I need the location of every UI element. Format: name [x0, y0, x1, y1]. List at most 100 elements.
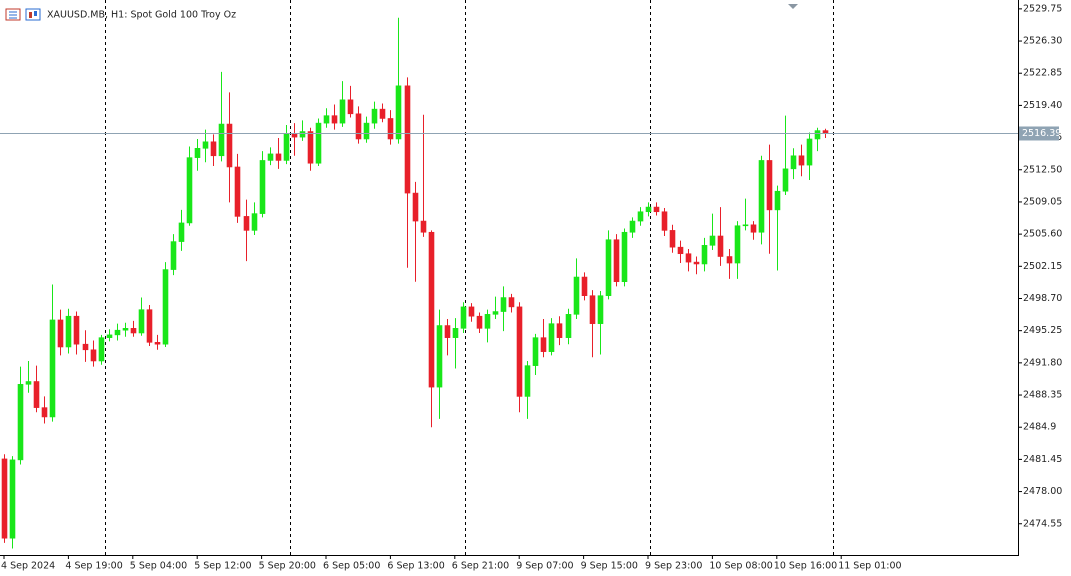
- y-tick-label: 2474.55: [1023, 518, 1062, 529]
- candle-body: [782, 168, 789, 192]
- candle-body: [540, 337, 547, 352]
- candle-body: [371, 108, 378, 124]
- candle-body: [315, 122, 322, 164]
- x-tick-label: 9 Sep 23:00: [645, 561, 702, 572]
- time-axis: 4 Sep 2024 4 Sep 19:00 5 Sep 04:00 5 Sep 12…: [1, 555, 902, 572]
- y-tick-label: 2526.30: [1023, 36, 1062, 47]
- candle-body: [17, 384, 24, 461]
- y-tick-label: 2509.05: [1023, 196, 1062, 207]
- candle-body: [581, 276, 588, 296]
- candle-body: [323, 115, 330, 124]
- candle-body: [25, 381, 32, 385]
- candle-body: [283, 133, 290, 161]
- candle-body: [645, 206, 652, 213]
- icon: [29, 12, 32, 18]
- candle-body: [57, 319, 64, 348]
- candle-body: [774, 190, 781, 211]
- candle-body: [597, 295, 604, 324]
- candle-body: [404, 85, 411, 194]
- x-tick-label: 9 Sep 15:00: [581, 561, 638, 572]
- x-tick-label: 9 Sep 07:00: [516, 561, 573, 572]
- x-tick-label: 4 Sep 19:00: [65, 561, 122, 572]
- candle-body: [573, 276, 580, 315]
- candle-body: [613, 239, 620, 282]
- symbol-icons: [5, 8, 41, 21]
- candle-body: [532, 337, 539, 366]
- candle-body: [669, 230, 676, 248]
- candles: [1, 17, 829, 549]
- x-tick-label: 10 Sep 08:00: [709, 561, 772, 572]
- candle-body: [114, 329, 121, 336]
- candle-body: [508, 297, 515, 308]
- candle-body: [653, 206, 660, 213]
- x-tick-label: 5 Sep 20:00: [259, 561, 316, 572]
- shift-marker: [788, 4, 798, 9]
- candle-body: [82, 343, 89, 351]
- candle-body: [798, 155, 805, 166]
- candle-body: [693, 261, 700, 265]
- candle-body: [73, 315, 80, 345]
- y-tick-label: 2481.45: [1023, 454, 1062, 465]
- x-tick-label: 11 Sep 01:00: [838, 561, 901, 572]
- icon: [25, 8, 41, 21]
- candle-body: [758, 160, 765, 233]
- candle-body: [709, 235, 716, 246]
- candle-body: [259, 160, 266, 214]
- y-tick-label: 2495.25: [1023, 325, 1062, 336]
- candle-body: [307, 131, 314, 164]
- candle-body: [339, 99, 346, 124]
- candle-body: [90, 349, 97, 362]
- candle-body: [355, 113, 362, 140]
- current-price-box: [1019, 126, 1059, 141]
- candle-body: [363, 122, 370, 140]
- candle-body: [806, 138, 813, 166]
- candle-body: [33, 381, 40, 408]
- x-tick-label: 6 Sep 05:00: [323, 561, 380, 572]
- candle-body: [726, 256, 733, 264]
- candle-body: [685, 253, 692, 263]
- candle-body: [556, 323, 563, 338]
- y-tick-label: 2491.80: [1023, 357, 1062, 368]
- candle-body: [589, 295, 596, 324]
- chart-title: XAUUSD.MB, H1: Spot Gold 100 Troy Oz: [47, 10, 236, 21]
- icon: [34, 11, 37, 16]
- candle-body: [565, 314, 572, 338]
- day-separators: [105, 0, 834, 555]
- y-tick-label: 2488.35: [1023, 390, 1062, 401]
- candle-body: [814, 130, 821, 140]
- current-price: 2516.39: [0, 126, 1061, 141]
- candle-body: [460, 306, 467, 329]
- x-tick-label: 5 Sep 04:00: [130, 561, 187, 572]
- y-tick-label: 2529.75: [1023, 3, 1062, 14]
- candle-body: [379, 108, 386, 119]
- y-tick-label: 2505.60: [1023, 229, 1062, 240]
- candle-body: [194, 148, 201, 158]
- candle-body: [347, 99, 354, 115]
- candle-body: [742, 224, 749, 227]
- candle-body: [106, 334, 113, 338]
- candle-body: [637, 211, 644, 222]
- candle-body: [138, 309, 145, 334]
- x-tick-label: 6 Sep 21:00: [452, 561, 509, 572]
- candle-body: [452, 328, 459, 338]
- candle-body: [750, 224, 757, 233]
- candle-body: [146, 309, 153, 343]
- candle-body: [186, 157, 193, 224]
- candle-body: [605, 239, 612, 296]
- candle-body: [790, 155, 797, 170]
- candle-body: [251, 213, 258, 231]
- candle-body: [65, 315, 72, 348]
- candle-body: [548, 323, 555, 352]
- candle-body: [210, 141, 217, 157]
- candle-body: [387, 118, 394, 140]
- x-tick-label: 5 Sep 12:00: [194, 561, 251, 572]
- candle-body: [484, 314, 491, 329]
- x-tick-label: 6 Sep 13:00: [387, 561, 444, 572]
- x-tick-label: 10 Sep 16:00: [774, 561, 837, 572]
- candle-body: [677, 246, 684, 255]
- candle-body: [170, 241, 177, 270]
- candle-body: [717, 235, 724, 257]
- y-tick-label: 2478.00: [1023, 486, 1062, 497]
- candle-body: [41, 407, 48, 418]
